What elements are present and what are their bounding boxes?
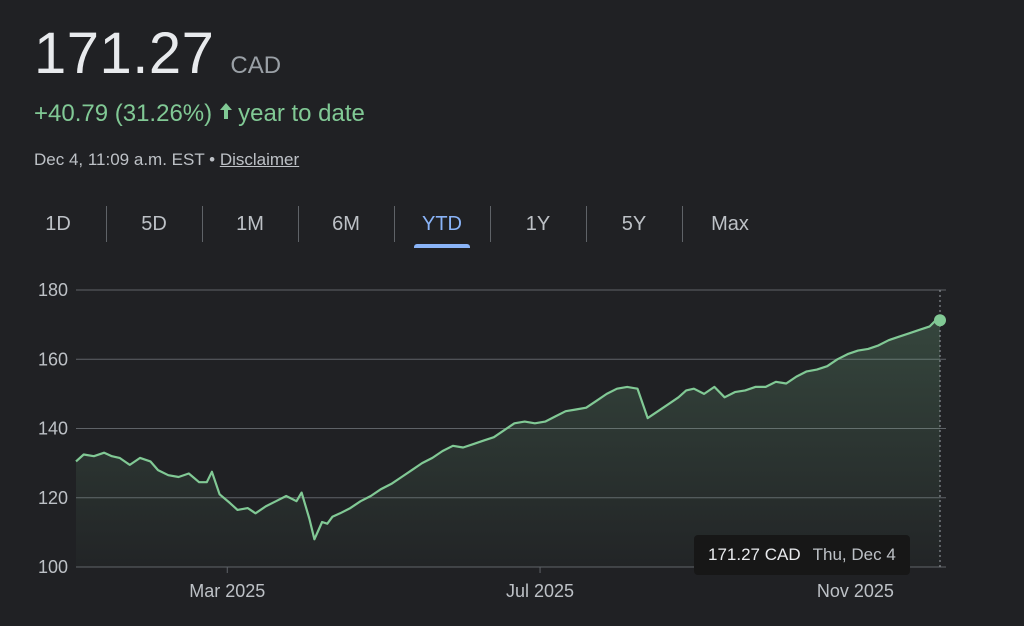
tab-label: 5D — [141, 212, 167, 235]
tab-label: 6M — [332, 212, 360, 235]
y-tick-label: 120 — [38, 488, 68, 508]
change-period: year to date — [238, 100, 365, 127]
tab-ytd[interactable]: YTD — [394, 200, 490, 248]
tab-5d[interactable]: 5D — [106, 200, 202, 248]
x-tick-label: Mar 2025 — [189, 581, 265, 601]
y-axis-labels: 180 160 140 120 100 — [38, 280, 68, 577]
y-tick-label: 140 — [38, 419, 68, 439]
tab-label: 1M — [236, 212, 264, 235]
tab-label: 1Y — [525, 212, 551, 235]
tab-label: 5Y — [621, 212, 647, 235]
currency-label: CAD — [230, 52, 282, 79]
price-header: 171.27 CAD — [34, 20, 281, 88]
range-tabs: 1D 5D 1M 6M YTD 1Y 5Y Max — [10, 200, 810, 250]
tab-label: YTD — [422, 212, 462, 235]
chart-tooltip: 171.27 CAD Thu, Dec 4 — [694, 535, 910, 575]
x-tick-label: Jul 2025 — [506, 581, 574, 601]
x-axis-labels: Mar 2025 Jul 2025 Nov 2025 — [189, 567, 894, 601]
tab-label: 1D — [45, 212, 71, 235]
meta-separator: • — [209, 150, 216, 169]
disclaimer-link[interactable]: Disclaimer — [219, 150, 300, 169]
y-tick-label: 100 — [38, 557, 68, 577]
current-price: 171.27 — [34, 21, 215, 86]
price-change: +40.79 (31.26%) — [34, 100, 213, 127]
quote-timestamp: Dec 4, 11:09 a.m. EST — [34, 150, 205, 169]
price-chart[interactable]: 180 160 140 120 100 Mar 2025 Jul 2025 Nov 2025 — [0, 270, 1024, 626]
x-tick-label: Nov 2025 — [817, 581, 894, 601]
quote-meta: Dec 4, 11:09 a.m. EST • Disclaimer — [34, 150, 299, 170]
arrow-up-icon — [218, 100, 234, 128]
tab-6m[interactable]: 6M — [298, 200, 394, 248]
tab-1d[interactable]: 1D — [10, 200, 106, 248]
price-area — [76, 320, 940, 567]
tooltip-date: Thu, Dec 4 — [812, 545, 896, 564]
y-tick-label: 160 — [38, 349, 68, 369]
tab-label: Max — [711, 212, 749, 235]
tab-max[interactable]: Max — [682, 200, 778, 248]
tab-5y[interactable]: 5Y — [586, 200, 682, 248]
current-price-dot — [934, 314, 946, 327]
tab-1y[interactable]: 1Y — [490, 200, 586, 248]
tooltip-value: 171.27 CAD — [708, 545, 801, 564]
price-change-row: +40.79 (31.26%) year to date — [34, 100, 365, 128]
price-line — [75, 319, 941, 541]
y-tick-label: 180 — [38, 280, 68, 300]
tab-1m[interactable]: 1M — [202, 200, 298, 248]
